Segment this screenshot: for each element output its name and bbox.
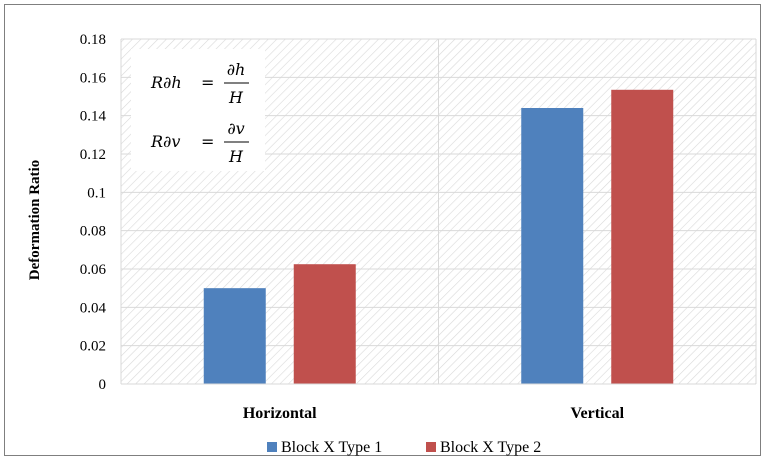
legend-label-series-1: Block X Type 1 [281, 439, 382, 456]
legend-label-series-2: Block X Type 2 [440, 439, 541, 456]
legend-swatch-series-1 [267, 442, 277, 452]
equation-2-numerator: ∂v [227, 119, 244, 138]
legend-swatch-series-2 [426, 442, 436, 452]
y-tick-label: 0.18 [80, 32, 106, 48]
equation-2-denominator: H [228, 147, 244, 166]
x-category-label: Horizontal [243, 405, 317, 422]
bar-vertical-series-2 [611, 89, 674, 385]
bar-vertical-series-1 [521, 108, 584, 384]
y-tick-label: 0 [99, 377, 107, 393]
y-tick-label: 0.16 [80, 70, 107, 86]
equation-2-lhs: R∂v [150, 132, 180, 151]
axes: 0 0.02 0.04 0.06 0.08 0.1 0.12 0.14 0.16 0.18 Hori… [80, 32, 756, 422]
bars [203, 89, 674, 385]
equation-1-denominator: H [228, 88, 244, 107]
y-axis-label: Deformation Ratio [27, 160, 43, 280]
chart-frame: 0 0.02 0.04 0.06 0.08 0.1 0.12 0.14 0.16 0.18 Hori… [4, 4, 761, 456]
equation-1-equals: = [201, 73, 214, 92]
bar-chart: 0 0.02 0.04 0.06 0.08 0.1 0.12 0.14 0.16 0.18 Hori… [27, 32, 757, 456]
equation-2-equals: = [201, 132, 214, 151]
x-category-label: Vertical [570, 405, 624, 422]
equation-1-lhs: R∂h [150, 73, 182, 92]
legend: Block X Type 1 Block X Type 2 [267, 439, 541, 456]
y-tick-label: 0.04 [80, 300, 107, 316]
y-tick-label: 0.06 [80, 262, 107, 278]
y-tick-label: 0.02 [80, 339, 106, 355]
equation-box [131, 49, 265, 171]
equation-annotation: R∂h = ∂h H R∂v = ∂v H [131, 49, 265, 171]
bar-horizontal-series-2 [293, 264, 356, 384]
y-tick-label: 0.08 [80, 224, 106, 240]
y-tick-label: 0.14 [80, 109, 107, 125]
equation-1-numerator: ∂h [227, 60, 246, 79]
bar-horizontal-series-1 [203, 288, 266, 384]
y-tick-label: 0.1 [87, 185, 106, 201]
y-tick-label: 0.12 [80, 147, 106, 163]
